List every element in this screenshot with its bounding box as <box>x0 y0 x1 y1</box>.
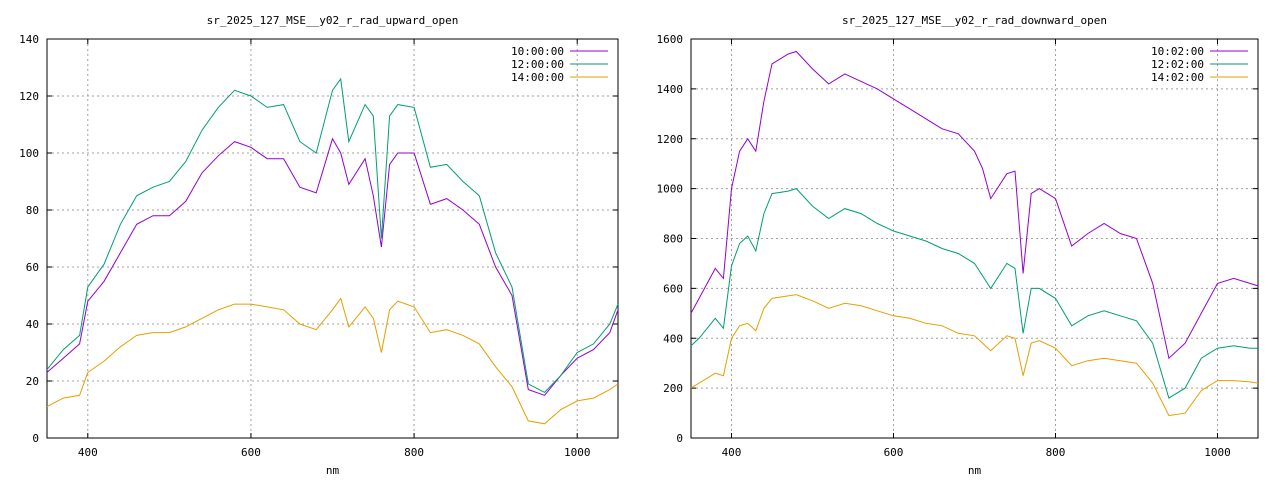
y-tick-label: 80 <box>26 204 39 217</box>
series-line-2 <box>46 77 619 394</box>
y-tick-label: 600 <box>663 282 683 295</box>
y-tick-label: 200 <box>663 382 683 395</box>
series-line-3 <box>690 294 1259 417</box>
y-tick-label: 1400 <box>657 83 684 96</box>
y-tick-label: 100 <box>19 147 39 160</box>
x-tick-label: 600 <box>241 446 261 459</box>
x-axis-label: nm <box>326 464 340 477</box>
x-tick-label: 800 <box>1046 446 1066 459</box>
y-tick-label: 1200 <box>657 133 684 146</box>
plot-frame <box>46 38 619 439</box>
legend-label-3: 14:02:00 <box>1151 71 1204 84</box>
x-tick-label: 1000 <box>564 446 591 459</box>
y-tick-label: 140 <box>19 33 39 46</box>
y-tick-label: 1000 <box>657 183 684 196</box>
y-tick-label: 0 <box>676 432 683 445</box>
x-tick-label: 800 <box>404 446 424 459</box>
legend-label-3: 14:00:00 <box>511 71 564 84</box>
series-line-1 <box>690 50 1259 360</box>
y-tick-label: 40 <box>26 318 39 331</box>
chart-panel-1: 400 600 800 1000 0 20 40 60 80 100 120 140 sr_2025_1… <box>19 14 619 477</box>
legend-label-1: 10:02:00 <box>1151 45 1204 58</box>
legend-label-2: 12:00:00 <box>511 58 564 71</box>
y-tick-label: 0 <box>32 432 39 445</box>
y-tick-label: 400 <box>663 332 683 345</box>
chart-title: sr_2025_127_MSE__y02_r_rad_downward_open <box>842 14 1107 27</box>
x-axis-label: nm <box>968 464 982 477</box>
series-line-1 <box>46 137 619 396</box>
x-tick-label: 600 <box>884 446 904 459</box>
legend-label-1: 10:00:00 <box>511 45 564 58</box>
x-tick-label: 400 <box>78 446 98 459</box>
chart-title: sr_2025_127_MSE__y02_r_rad_upward_open <box>207 14 459 27</box>
y-tick-label: 1600 <box>657 33 684 46</box>
x-tick-label: 1000 <box>1204 446 1231 459</box>
series-line-3 <box>46 297 619 425</box>
y-tick-label: 120 <box>19 90 39 103</box>
x-tick-label: 400 <box>722 446 742 459</box>
series-line-2 <box>690 188 1258 399</box>
chart-panel-2: 400 600 800 1000 0 200 400 600 800 1000 1200 1400 16… <box>657 14 1259 477</box>
y-tick-label: 60 <box>26 261 39 274</box>
y-tick-label: 20 <box>26 375 39 388</box>
y-tick-label: 800 <box>663 233 683 246</box>
legend-label-2: 12:02:00 <box>1151 58 1204 71</box>
